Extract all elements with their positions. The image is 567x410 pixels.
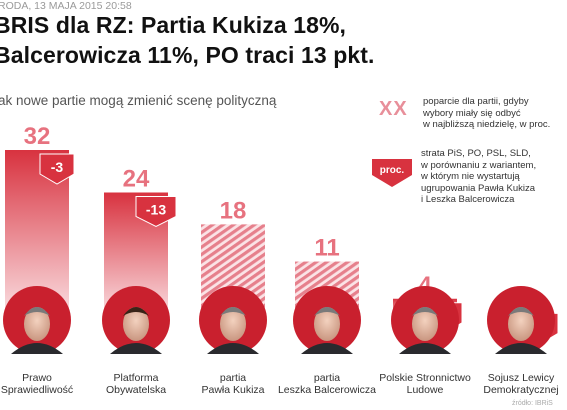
headline-line-1: BRIS dla RZ: Partia Kukiza 18%, [0, 12, 347, 38]
party-label-line: Platforma [113, 372, 159, 384]
portrait-suit [207, 343, 259, 354]
portrait-face [24, 307, 50, 341]
portrait-hair [314, 307, 340, 316]
party-label: Platforma Obywatelska [81, 372, 191, 396]
portrait-face [314, 307, 340, 341]
legend-value-marker: XX [379, 98, 408, 120]
legend-loss-text: strata PiS, PO, PSL, SLD, w porównaniu z… [421, 148, 561, 206]
legend-arrow-label: proc. [380, 165, 405, 176]
portrait-hair [123, 307, 149, 316]
infographic: ak nowe partie mogą zmienić scenę polity… [0, 86, 567, 410]
politician-portrait-icon [495, 307, 547, 354]
loss-arrow [39, 153, 75, 185]
portrait-suit [11, 343, 63, 354]
bar-value-label: 32 [24, 123, 51, 150]
party-label-line: Sojusz Lewicy [487, 372, 555, 384]
party-label: Prawo Sprawiedliwość [0, 372, 92, 396]
party-label-line: Polskie Stronnictwo [379, 372, 471, 384]
portrait-suit [301, 343, 353, 354]
loss-arrow [135, 196, 177, 228]
portrait-hair [508, 307, 534, 316]
bar-value-label: 11 [314, 235, 339, 262]
legend-arrow-icon: proc. [372, 159, 412, 187]
bar-value-label: 24 [123, 166, 150, 193]
politician-portrait-icon [207, 307, 259, 354]
portrait-hair [220, 307, 246, 316]
legend-loss-line: ugrupowania Pawła Kukiza [421, 182, 536, 194]
party-label: Polskie Stronnictwo Ludowe [370, 372, 480, 396]
politician-portrait-icon [301, 307, 353, 354]
loss-value-label: -3 [51, 159, 64, 175]
portrait-suit [399, 343, 451, 354]
party-label-line: Obywatelska [105, 384, 167, 396]
party-label-line: partia [219, 372, 247, 384]
source-credit: źródło: IBRiS [512, 400, 553, 407]
headline-line-2: Balcerowicza 11%, PO traci 13 pkt. [0, 42, 375, 68]
party-label-line: partia [313, 372, 341, 384]
portrait-suit [495, 343, 547, 354]
party-label-line: Ludowe [406, 384, 444, 396]
portrait-face [508, 307, 534, 341]
legend-support-line: poparcie dla partii, gdyby [423, 96, 529, 107]
legend-support-line: w najbliższą niedzielę, w proc. [423, 119, 551, 130]
party-label: partia Leszka Balcerowicza [272, 372, 382, 396]
portrait-face [123, 307, 149, 341]
portrait-hair [412, 307, 438, 316]
loss-value-label: -13 [146, 202, 166, 218]
chart-title: ak nowe partie mogą zmienić scenę polity… [0, 93, 277, 108]
legend-loss-line: w porównaniu z wariantem, [421, 159, 537, 171]
politician-portrait-icon [110, 307, 162, 354]
portrait-face [412, 307, 438, 341]
dateline: RODA, 13 MAJA 2015 20:58 [0, 0, 132, 12]
party-label-line: Demokratycznej [483, 384, 559, 396]
politician-portrait-icon [11, 307, 63, 354]
legend-support-text: poparcie dla partii, gdyby wybory miały … [423, 96, 563, 131]
party-label-line: Leszka Balcerowicza [277, 384, 377, 396]
portrait-hair [24, 307, 50, 316]
portrait-suit [110, 343, 162, 354]
legend-support-line: wybory miały się odbyć [423, 107, 521, 119]
portrait-face [220, 307, 246, 341]
legend-loss-line: strata PiS, PO, PSL, SLD, [421, 148, 531, 159]
legend-loss-line: w którym nie wystartują [421, 171, 520, 182]
party-label: Sojusz Lewicy Demokratycznej [466, 372, 567, 396]
legend-loss-line: i Leszka Balcerowicza [421, 194, 515, 205]
politician-portrait-icon [399, 307, 451, 354]
bar-value-label: 18 [220, 197, 247, 224]
headline: BRIS dla RZ: Partia Kukiza 18%, Balcerow… [0, 10, 375, 70]
party-label-line: Prawo [22, 372, 52, 384]
party-label: partia Pawła Kukiza [178, 372, 288, 396]
party-label-line: Sprawiedliwość [0, 384, 74, 396]
party-label-line: Pawła Kukiza [201, 384, 265, 396]
